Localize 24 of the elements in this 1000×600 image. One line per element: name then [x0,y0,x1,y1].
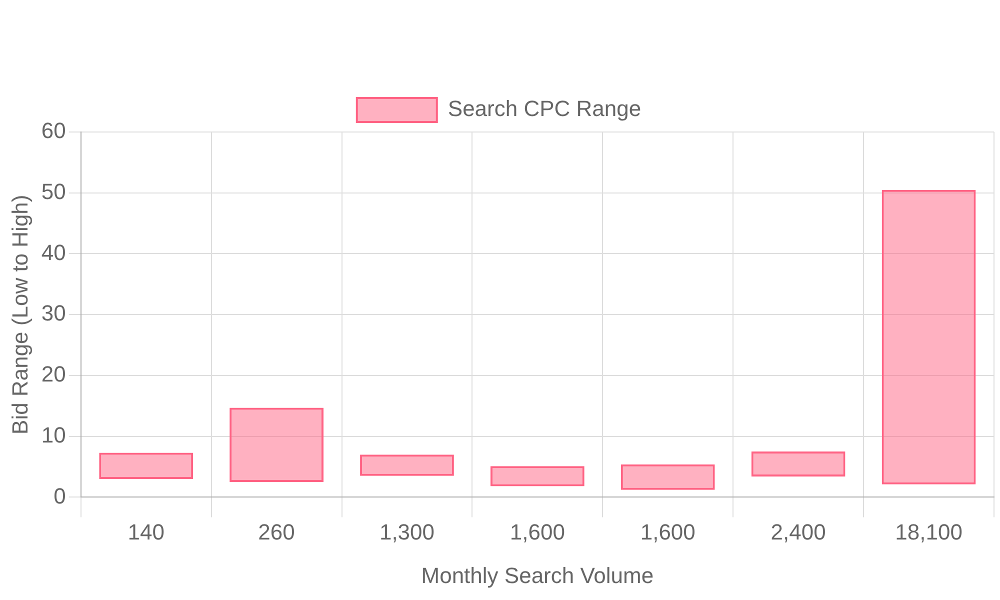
x-tick-label: 18,100 [895,519,962,544]
bar [620,464,715,490]
legend-label: Search CPC Range [448,96,642,122]
y-tick-label: 20 [41,362,66,387]
bar [360,454,454,476]
bar [490,466,584,486]
x-tick-label: 2,400 [770,519,826,544]
y-axis-title: Bid Range (Low to High) [7,194,32,434]
bar [751,452,846,477]
x-tick-label: 260 [258,519,295,544]
y-tick-label: 60 [41,118,66,144]
y-tick-label: 40 [41,240,66,265]
x-tick-label: 1,600 [640,519,696,544]
y-tick-label: 30 [41,300,66,326]
x-tick-label: 140 [128,519,164,544]
bar [882,190,976,484]
y-tick-label: 10 [41,422,66,448]
x-tick-label: 1,300 [379,519,435,544]
bar [99,452,194,479]
x-axis-title: Monthly Search Volume [421,562,654,588]
y-tick-label: 50 [41,178,66,204]
y-tick-label: 0 [54,483,66,508]
x-tick-label: 1,600 [510,519,565,544]
bar [230,408,324,482]
